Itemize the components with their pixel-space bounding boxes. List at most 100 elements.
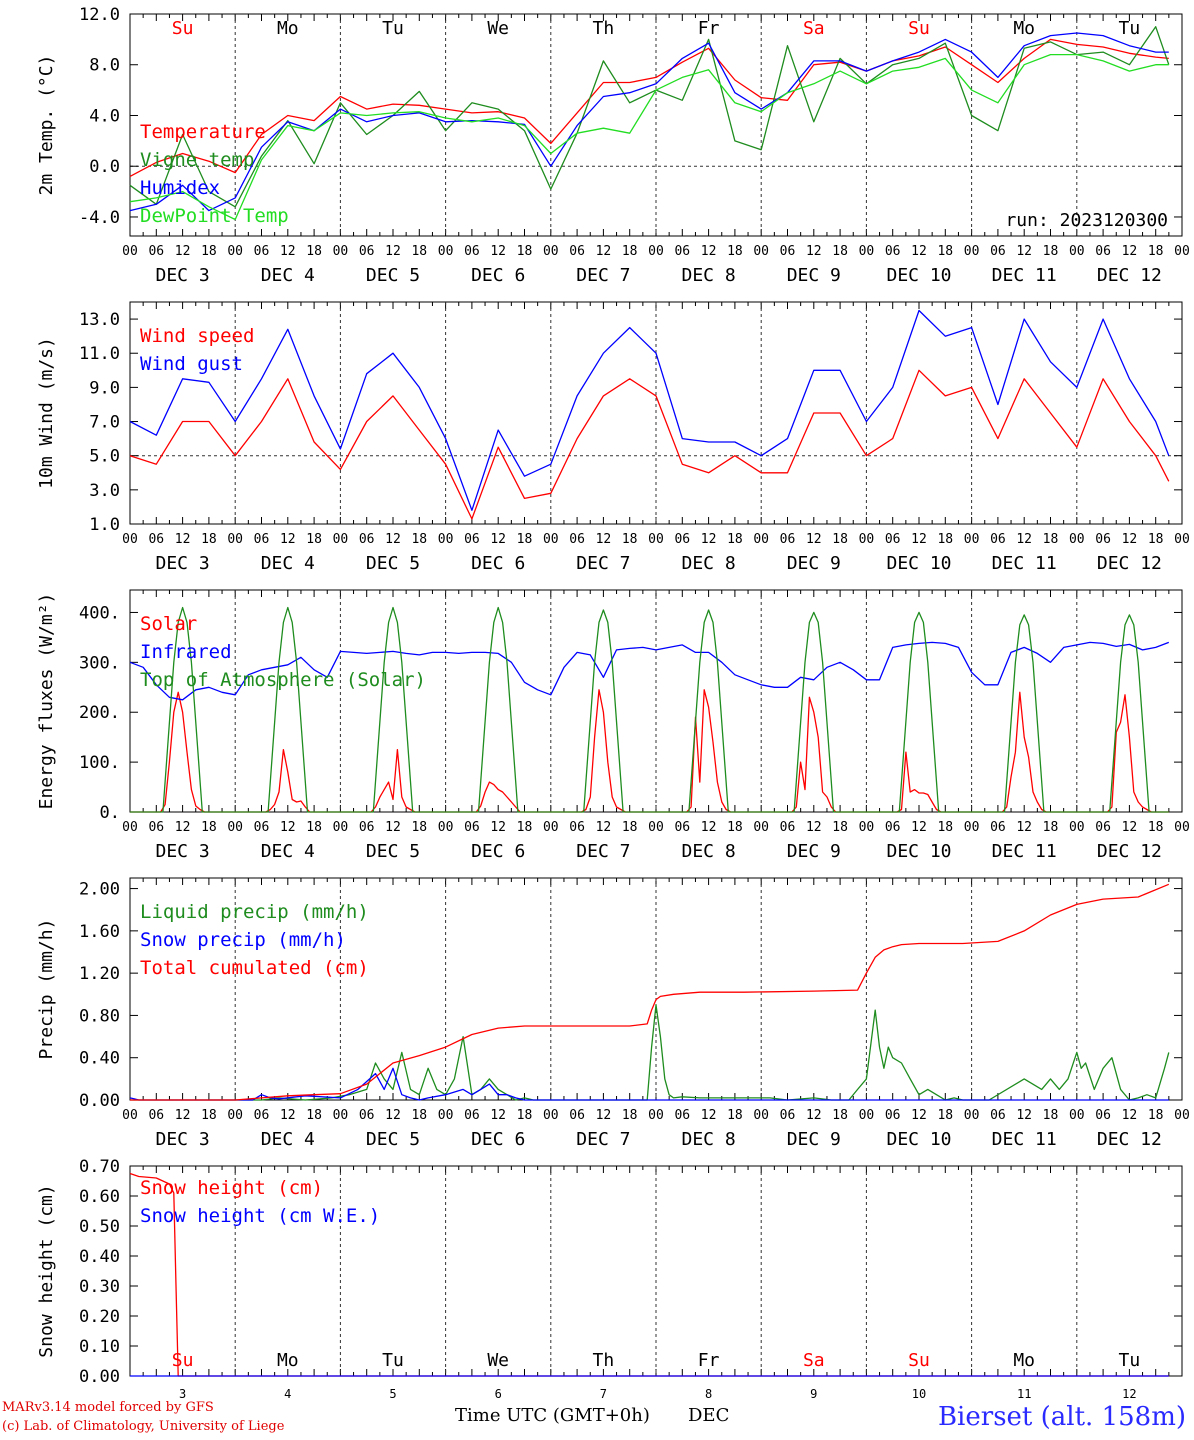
hour-tick-label: 06 xyxy=(990,1108,1006,1123)
date-label: DEC 8 xyxy=(682,841,736,862)
weekday-label: Tu xyxy=(382,18,404,39)
hour-tick-label: 06 xyxy=(780,820,796,835)
hour-tick-label: 00 xyxy=(122,244,138,259)
day-number-label: 12 xyxy=(1122,1387,1136,1401)
series-line-precip-2 xyxy=(130,883,1170,1101)
hour-tick-label: 00 xyxy=(1069,820,1085,835)
weekday-label: Th xyxy=(593,18,615,39)
series-line-energy-1 xyxy=(129,641,1170,701)
y-tick-label: 0.00 xyxy=(79,1367,120,1387)
hour-tick-label: 12 xyxy=(490,532,506,547)
weekday-label: Sa xyxy=(803,1350,825,1371)
hour-tick-label: 12 xyxy=(596,1108,612,1123)
hour-tick-label: 06 xyxy=(885,1108,901,1123)
hour-tick-label: 18 xyxy=(201,820,217,835)
hour-tick-label: 18 xyxy=(1148,244,1164,259)
date-label: DEC 9 xyxy=(787,553,841,574)
hour-tick-label: 00 xyxy=(753,244,769,259)
hour-tick-label: 00 xyxy=(438,1108,454,1123)
hour-tick-label: 00 xyxy=(1174,1108,1190,1123)
hour-tick-label: 12 xyxy=(1016,532,1032,547)
panel-temperature: -4.0 0.0 4.0 8.0 12.0 2m Temp. (°C) Su Mo Tu We Th… xyxy=(36,5,1190,286)
legend-label: Snow precip (mm/h) xyxy=(140,929,346,951)
hour-tick-label: 00 xyxy=(648,820,664,835)
weekday-label: Mo xyxy=(1013,1350,1035,1371)
series-line-precip-1 xyxy=(129,1067,1169,1101)
legend-label: Total cumulated (cm) xyxy=(140,957,369,979)
weekday-label: Mo xyxy=(277,18,299,39)
hour-tick-label: 12 xyxy=(701,1108,717,1123)
series-line-energy-2 xyxy=(130,606,1169,813)
hour-tick-label: 06 xyxy=(359,244,375,259)
date-label: DEC 12 xyxy=(1097,265,1162,286)
hour-tick-label: 06 xyxy=(674,820,690,835)
hour-tick-label: 06 xyxy=(359,1108,375,1123)
legend-label: Snow height (cm W.E.) xyxy=(140,1205,380,1227)
hour-tick-label: 12 xyxy=(490,244,506,259)
date-label: DEC 12 xyxy=(1097,1129,1162,1150)
date-label: DEC 5 xyxy=(366,841,420,862)
hour-tick-label: 06 xyxy=(148,532,164,547)
y-tick-label: 0.10 xyxy=(79,1337,120,1357)
y-tick-label: 2.00 xyxy=(79,880,120,900)
date-label: DEC 4 xyxy=(261,1129,315,1150)
hour-tick-label: 12 xyxy=(385,244,401,259)
date-label: DEC 3 xyxy=(156,265,210,286)
hour-tick-label: 12 xyxy=(385,1108,401,1123)
weekday-label: Fr xyxy=(698,1350,720,1371)
hour-tick-label: 00 xyxy=(543,820,559,835)
date-label: DEC 6 xyxy=(471,553,525,574)
hour-tick-label: 00 xyxy=(648,244,664,259)
hour-tick-label: 00 xyxy=(543,532,559,547)
hour-tick-label: 12 xyxy=(280,1108,296,1123)
hour-tick-label: 12 xyxy=(911,244,927,259)
hour-tick-label: 12 xyxy=(806,820,822,835)
hour-tick-label: 18 xyxy=(622,532,638,547)
hour-tick-label: 00 xyxy=(859,820,875,835)
hour-tick-label: 12 xyxy=(280,244,296,259)
date-label: DEC 7 xyxy=(576,1129,630,1150)
hour-tick-label: 18 xyxy=(622,1108,638,1123)
hour-tick-label: 12 xyxy=(596,244,612,259)
hour-tick-label: 18 xyxy=(727,820,743,835)
hour-tick-label: 06 xyxy=(780,532,796,547)
y-tick-label: 300. xyxy=(79,653,120,673)
hour-tick-label: 18 xyxy=(517,820,533,835)
y-axis-label: Precip (mm/h) xyxy=(36,919,57,1060)
hour-tick-label: 12 xyxy=(490,820,506,835)
day-number-label: 11 xyxy=(1017,1387,1031,1401)
hour-tick-label: 18 xyxy=(727,1108,743,1123)
date-label: DEC 8 xyxy=(682,265,736,286)
y-tick-label: 12.0 xyxy=(79,5,120,25)
hour-tick-label: 12 xyxy=(1122,820,1138,835)
date-label: DEC 6 xyxy=(471,841,525,862)
hour-tick-label: 00 xyxy=(648,532,664,547)
y-tick-label: 0.70 xyxy=(79,1157,120,1177)
hour-tick-label: 00 xyxy=(438,820,454,835)
hour-tick-label: 18 xyxy=(937,244,953,259)
hour-tick-label: 00 xyxy=(227,820,243,835)
date-label: DEC 11 xyxy=(992,553,1057,574)
hour-tick-label: 12 xyxy=(1122,1108,1138,1123)
date-label: DEC 3 xyxy=(156,1129,210,1150)
hour-tick-label: 18 xyxy=(306,1108,322,1123)
date-label: DEC 10 xyxy=(886,265,951,286)
hour-tick-label: 00 xyxy=(227,1108,243,1123)
y-tick-label: 100. xyxy=(79,753,120,773)
y-tick-label: -4.0 xyxy=(79,208,120,228)
hour-tick-label: 06 xyxy=(359,820,375,835)
hour-tick-label: 12 xyxy=(596,532,612,547)
legend-label: Vigne temp xyxy=(140,149,254,171)
y-tick-label: 0.30 xyxy=(79,1277,120,1297)
weekday-label: Su xyxy=(172,1350,194,1371)
hour-tick-label: 06 xyxy=(674,244,690,259)
hour-tick-label: 12 xyxy=(1016,1108,1032,1123)
hour-tick-label: 12 xyxy=(1122,532,1138,547)
series-line-temperature-0 xyxy=(129,38,1169,177)
hour-tick-label: 00 xyxy=(333,244,349,259)
date-label: DEC 9 xyxy=(787,265,841,286)
hour-tick-label: 06 xyxy=(254,244,270,259)
hour-tick-label: 18 xyxy=(411,532,427,547)
hour-tick-label: 06 xyxy=(674,532,690,547)
